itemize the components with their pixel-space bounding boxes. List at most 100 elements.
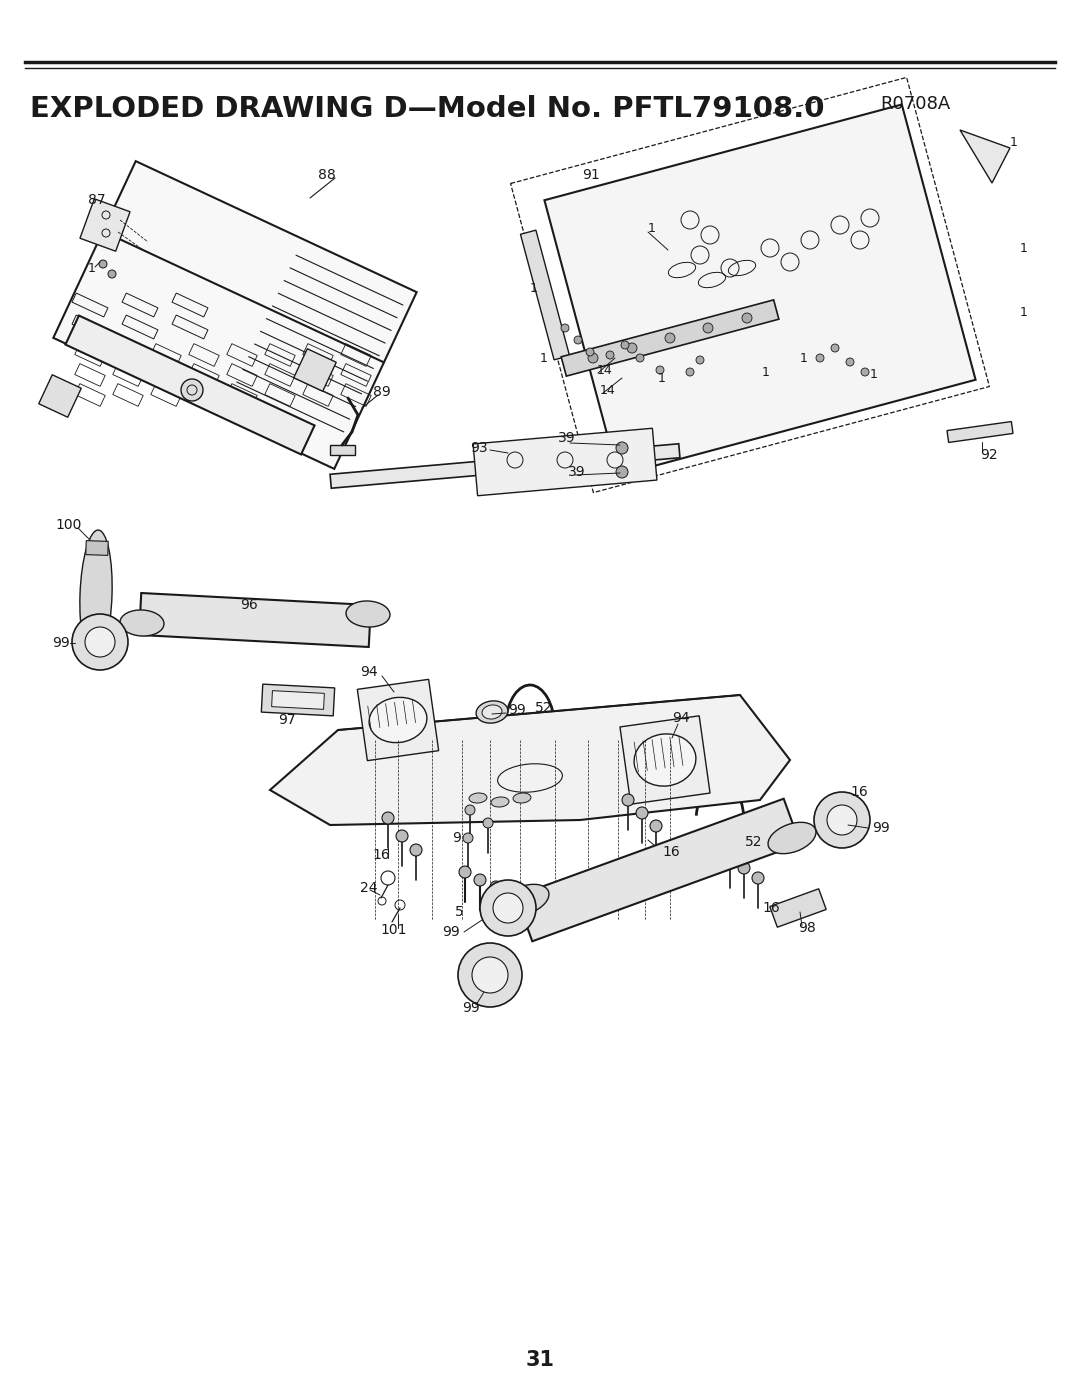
Circle shape bbox=[752, 872, 764, 884]
Text: 99: 99 bbox=[872, 821, 890, 835]
Text: 96: 96 bbox=[240, 598, 258, 612]
Text: 99: 99 bbox=[52, 636, 70, 650]
Ellipse shape bbox=[346, 601, 390, 627]
Polygon shape bbox=[271, 690, 324, 710]
Circle shape bbox=[622, 793, 634, 806]
Polygon shape bbox=[544, 105, 975, 475]
Circle shape bbox=[656, 366, 664, 374]
Text: 5: 5 bbox=[455, 905, 463, 919]
Circle shape bbox=[686, 367, 694, 376]
Text: 91: 91 bbox=[582, 168, 599, 182]
Polygon shape bbox=[139, 592, 370, 647]
Polygon shape bbox=[521, 231, 569, 360]
Circle shape bbox=[636, 353, 644, 362]
Text: 87: 87 bbox=[87, 193, 106, 207]
Circle shape bbox=[827, 805, 858, 835]
Circle shape bbox=[463, 833, 473, 842]
Circle shape bbox=[72, 615, 129, 671]
Circle shape bbox=[490, 882, 502, 893]
Text: 88: 88 bbox=[318, 168, 336, 182]
Ellipse shape bbox=[482, 705, 502, 719]
Text: 1: 1 bbox=[800, 352, 808, 365]
Circle shape bbox=[696, 356, 704, 365]
Ellipse shape bbox=[469, 793, 487, 803]
Circle shape bbox=[814, 792, 870, 848]
Circle shape bbox=[636, 807, 648, 819]
Text: 1: 1 bbox=[762, 366, 770, 379]
Text: 99: 99 bbox=[508, 703, 526, 717]
Ellipse shape bbox=[634, 733, 696, 787]
Ellipse shape bbox=[120, 610, 164, 636]
Polygon shape bbox=[53, 161, 417, 469]
Polygon shape bbox=[261, 685, 335, 715]
Text: 1: 1 bbox=[658, 372, 666, 384]
Polygon shape bbox=[473, 429, 657, 496]
Circle shape bbox=[458, 943, 522, 1007]
Ellipse shape bbox=[491, 796, 509, 807]
Text: 1: 1 bbox=[1020, 306, 1028, 319]
Text: 1: 1 bbox=[540, 352, 548, 365]
Text: R0708A: R0708A bbox=[880, 95, 950, 113]
Text: 24: 24 bbox=[360, 882, 378, 895]
Ellipse shape bbox=[369, 697, 427, 743]
Text: 93: 93 bbox=[470, 441, 488, 455]
Polygon shape bbox=[66, 316, 314, 454]
Text: 1: 1 bbox=[1010, 136, 1017, 148]
Polygon shape bbox=[330, 444, 680, 488]
Text: 99: 99 bbox=[442, 925, 460, 939]
Circle shape bbox=[480, 880, 536, 936]
Polygon shape bbox=[85, 541, 108, 556]
Circle shape bbox=[703, 323, 713, 332]
Circle shape bbox=[465, 805, 475, 814]
Text: 52: 52 bbox=[745, 835, 762, 849]
Circle shape bbox=[724, 852, 735, 863]
Text: 1: 1 bbox=[87, 261, 96, 274]
Circle shape bbox=[396, 830, 408, 842]
Text: 97: 97 bbox=[278, 712, 296, 726]
Circle shape bbox=[459, 866, 471, 877]
Circle shape bbox=[738, 862, 750, 875]
Polygon shape bbox=[357, 679, 438, 760]
Text: 99: 99 bbox=[462, 1002, 480, 1016]
Text: 39: 39 bbox=[568, 465, 585, 479]
Polygon shape bbox=[39, 374, 81, 418]
Circle shape bbox=[181, 379, 203, 401]
Circle shape bbox=[606, 351, 615, 359]
Ellipse shape bbox=[513, 793, 531, 803]
Text: 52: 52 bbox=[535, 701, 553, 715]
Text: 16: 16 bbox=[662, 845, 679, 859]
Circle shape bbox=[861, 367, 869, 376]
Polygon shape bbox=[516, 799, 800, 942]
Circle shape bbox=[650, 820, 662, 833]
Circle shape bbox=[831, 344, 839, 352]
Polygon shape bbox=[947, 422, 1013, 443]
Text: 9: 9 bbox=[453, 831, 461, 845]
Circle shape bbox=[627, 344, 637, 353]
Text: EXPLODED DRAWING D—Model No. PFTL79108.0: EXPLODED DRAWING D—Model No. PFTL79108.0 bbox=[30, 95, 824, 123]
Circle shape bbox=[588, 353, 598, 363]
Text: 16: 16 bbox=[762, 901, 780, 915]
Circle shape bbox=[616, 441, 627, 454]
Text: 92: 92 bbox=[980, 448, 998, 462]
Ellipse shape bbox=[80, 529, 112, 659]
Text: 1: 1 bbox=[530, 282, 538, 295]
Text: 100: 100 bbox=[55, 518, 81, 532]
Circle shape bbox=[561, 324, 569, 332]
Text: 98: 98 bbox=[798, 921, 815, 935]
Text: 1: 1 bbox=[648, 222, 656, 235]
Ellipse shape bbox=[501, 884, 549, 915]
Text: 94: 94 bbox=[360, 665, 378, 679]
Circle shape bbox=[616, 467, 627, 478]
Text: 16: 16 bbox=[372, 848, 390, 862]
Text: 94: 94 bbox=[672, 711, 690, 725]
Circle shape bbox=[410, 844, 422, 856]
Circle shape bbox=[665, 332, 675, 344]
Polygon shape bbox=[562, 300, 779, 376]
Circle shape bbox=[846, 358, 854, 366]
Polygon shape bbox=[329, 446, 354, 455]
Circle shape bbox=[99, 260, 107, 268]
Text: 89: 89 bbox=[373, 386, 391, 400]
Polygon shape bbox=[770, 888, 826, 928]
Circle shape bbox=[742, 313, 752, 323]
Text: 39: 39 bbox=[558, 432, 576, 446]
